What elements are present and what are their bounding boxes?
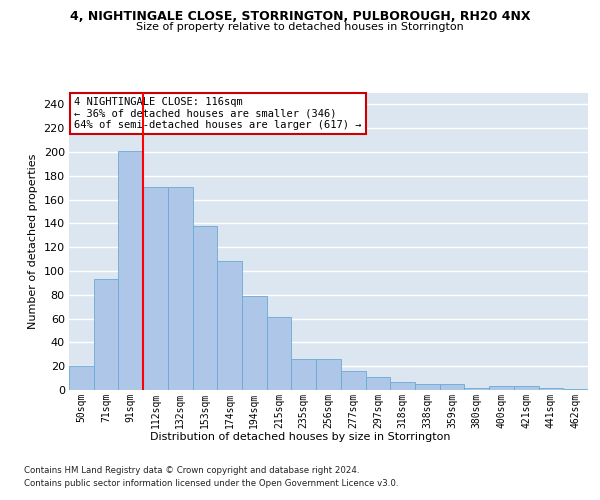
Bar: [118, 151, 143, 390]
Bar: [94, 280, 118, 390]
Bar: [365, 377, 390, 390]
Bar: [539, 388, 563, 390]
Bar: [563, 389, 588, 390]
Bar: [440, 384, 464, 390]
Bar: [143, 186, 168, 390]
Y-axis label: Number of detached properties: Number of detached properties: [28, 154, 38, 329]
Bar: [415, 384, 440, 390]
Bar: [292, 359, 316, 390]
Bar: [341, 371, 365, 390]
Bar: [69, 366, 94, 390]
Bar: [464, 388, 489, 390]
Text: Size of property relative to detached houses in Storrington: Size of property relative to detached ho…: [136, 22, 464, 32]
Bar: [267, 318, 292, 390]
Text: Distribution of detached houses by size in Storrington: Distribution of detached houses by size …: [150, 432, 450, 442]
Text: Contains HM Land Registry data © Crown copyright and database right 2024.: Contains HM Land Registry data © Crown c…: [24, 466, 359, 475]
Bar: [242, 296, 267, 390]
Text: 4 NIGHTINGALE CLOSE: 116sqm
← 36% of detached houses are smaller (346)
64% of se: 4 NIGHTINGALE CLOSE: 116sqm ← 36% of det…: [74, 97, 362, 130]
Bar: [390, 382, 415, 390]
Bar: [217, 262, 242, 390]
Bar: [316, 359, 341, 390]
Bar: [489, 386, 514, 390]
Text: Contains public sector information licensed under the Open Government Licence v3: Contains public sector information licen…: [24, 479, 398, 488]
Bar: [193, 226, 217, 390]
Text: 4, NIGHTINGALE CLOSE, STORRINGTON, PULBOROUGH, RH20 4NX: 4, NIGHTINGALE CLOSE, STORRINGTON, PULBO…: [70, 10, 530, 23]
Bar: [168, 186, 193, 390]
Bar: [514, 386, 539, 390]
